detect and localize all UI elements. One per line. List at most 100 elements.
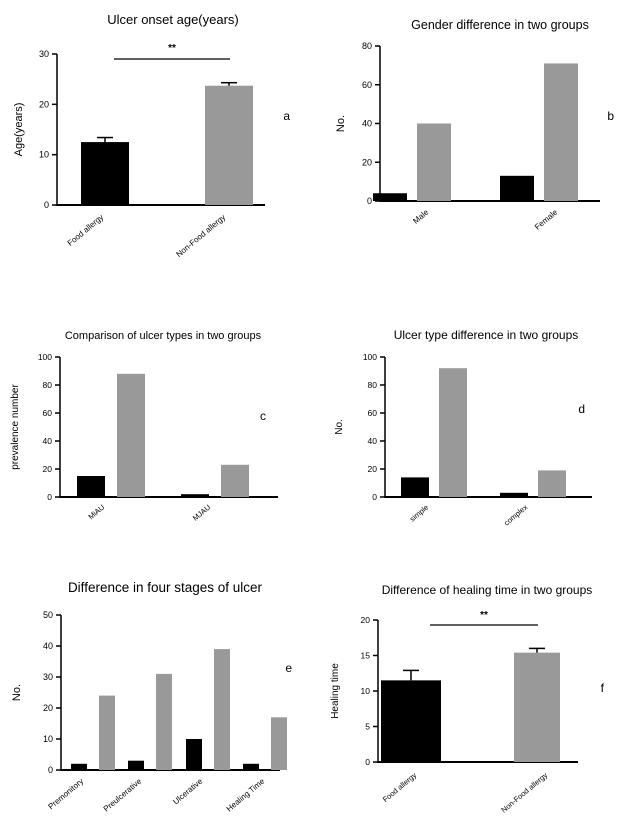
y-axis-label: No. (11, 684, 23, 701)
chart-panel-b: Gender difference in two groups 0 20 40 60 80… (335, 18, 614, 232)
y-tick-label: 0 (372, 492, 377, 502)
chart-title: Difference of healing time in two groups (382, 583, 593, 597)
panel-label: d (578, 402, 585, 416)
bar-miau-series-2 (117, 373, 145, 497)
bar-preulcerative-series-2 (156, 673, 172, 770)
panel-label: a (283, 109, 290, 123)
y-tick-label: 0 (48, 765, 53, 775)
y-tick-label: 20 (43, 464, 53, 474)
chart-title: Ulcer onset age(years) (107, 12, 239, 27)
y-tick-label: 40 (43, 641, 53, 651)
y-tick-label: 20 (362, 157, 372, 167)
y-tick-label: 20 (39, 99, 49, 109)
x-category-label: Non-Food allergy (174, 213, 227, 259)
error-bar (97, 136, 113, 143)
y-tick-label: 0 (367, 196, 372, 206)
y-tick-label: 10 (361, 686, 371, 696)
bar-non-food-allergy (205, 85, 253, 205)
y-axis-label: No. (334, 419, 345, 435)
y-tick-label: 20 (43, 703, 53, 713)
y-tick-label: 15 (361, 651, 371, 661)
y-tick-label: 40 (368, 436, 378, 446)
bar-food-allergy (81, 142, 129, 205)
bar-premonitory-series-1 (71, 763, 87, 770)
y-tick-label: 10 (39, 150, 49, 160)
panel-label: e (285, 661, 292, 675)
x-category-label: Food allergy (381, 770, 419, 804)
chart-panel-d: Ulcer type difference in two groups 0 20 40… (334, 328, 592, 527)
x-category-label: Premonitory (46, 777, 85, 812)
error-bar (403, 669, 419, 681)
bar-healing-time-series-2 (271, 717, 287, 770)
chart-title: Gender difference in two groups (411, 18, 589, 32)
bar-miau-series-1 (77, 476, 105, 497)
chart-panel-a: Ulcer onset age(years) 0 10 20 30 Age(years) F… (13, 12, 290, 259)
bar-preulcerative-series-1 (128, 760, 144, 770)
y-axis-label: Age(years) (13, 103, 25, 157)
y-tick-label: 20 (361, 615, 371, 625)
y-tick-label: 5 (365, 722, 370, 732)
bar-mjau-series-2 (221, 464, 249, 497)
panel-label: f (601, 681, 605, 695)
panel-label: b (607, 109, 614, 123)
x-category-label: MiAU (86, 503, 106, 522)
y-axis-label: No. (335, 115, 347, 132)
x-category-label: Preulcerative (102, 776, 144, 813)
bar-ulcerative-series-1 (186, 739, 202, 770)
panel-label: c (260, 409, 266, 423)
y-tick-label: 60 (43, 408, 53, 418)
chart-panel-e: Difference in four stages of ulcer 0 10 20 3… (11, 580, 292, 814)
significance-marker: ** (168, 43, 176, 54)
y-tick-label: 0 (47, 492, 52, 502)
bar-healing-time-series-1 (243, 763, 259, 770)
y-tick-label: 100 (363, 352, 377, 362)
y-tick-label: 40 (43, 436, 53, 446)
y-tick-label: 0 (44, 200, 49, 210)
y-tick-label: 0 (365, 757, 370, 767)
bar-simple-series-1 (401, 477, 429, 497)
bar-complex-series-2 (538, 470, 566, 497)
y-tick-label: 40 (362, 119, 372, 129)
x-category-label: complex (502, 502, 529, 527)
bar-male-series-2 (417, 123, 451, 201)
y-axis-label: prevalence number (10, 384, 21, 470)
bar-premonitory-series-2 (99, 695, 115, 770)
chart-title: Ulcer type difference in two groups (394, 328, 579, 342)
x-category-label: Ulcerative (171, 776, 204, 806)
chart-panel-c: Comparison of ulcer types in two groups 0… (10, 330, 278, 523)
x-category-label: Female (533, 207, 560, 231)
x-category-label: Non-Food allergy (499, 770, 549, 814)
y-tick-label: 30 (39, 49, 49, 59)
error-bar (529, 647, 545, 653)
bar-non-food-allergy (514, 652, 560, 762)
bar-ulcerative-series-2 (214, 649, 230, 770)
bar-female-series-2 (544, 63, 578, 201)
y-axis-label: Healing time (330, 663, 341, 719)
chart-title: Comparison of ulcer types in two groups (65, 330, 262, 342)
bar-complex-series-1 (500, 492, 528, 497)
x-category-label: Healing Time (225, 776, 267, 813)
y-tick-label: 100 (38, 352, 52, 362)
y-tick-label: 20 (368, 464, 378, 474)
bar-male-series-1 (373, 193, 407, 201)
bar-mjau-series-1 (181, 494, 209, 497)
bar-female-series-1 (500, 175, 534, 201)
chart-panel-f: Difference of healing time in two groups… (330, 583, 605, 815)
y-tick-label: 50 (43, 610, 53, 620)
x-category-label: simple (408, 503, 430, 524)
significance-marker: ** (480, 610, 488, 621)
x-category-label: Male (411, 207, 430, 225)
y-tick-label: 30 (43, 672, 53, 682)
chart-title: Difference in four stages of ulcer (68, 580, 263, 595)
y-tick-label: 10 (43, 734, 53, 744)
error-bar (221, 81, 237, 86)
y-tick-label: 60 (362, 80, 372, 90)
y-tick-label: 80 (362, 41, 372, 51)
y-tick-label: 60 (368, 408, 378, 418)
bar-simple-series-2 (439, 368, 467, 497)
y-tick-label: 80 (43, 380, 53, 390)
x-category-label: MJAU (191, 503, 212, 523)
bar-food-allergy (381, 680, 441, 762)
y-tick-label: 80 (368, 380, 378, 390)
